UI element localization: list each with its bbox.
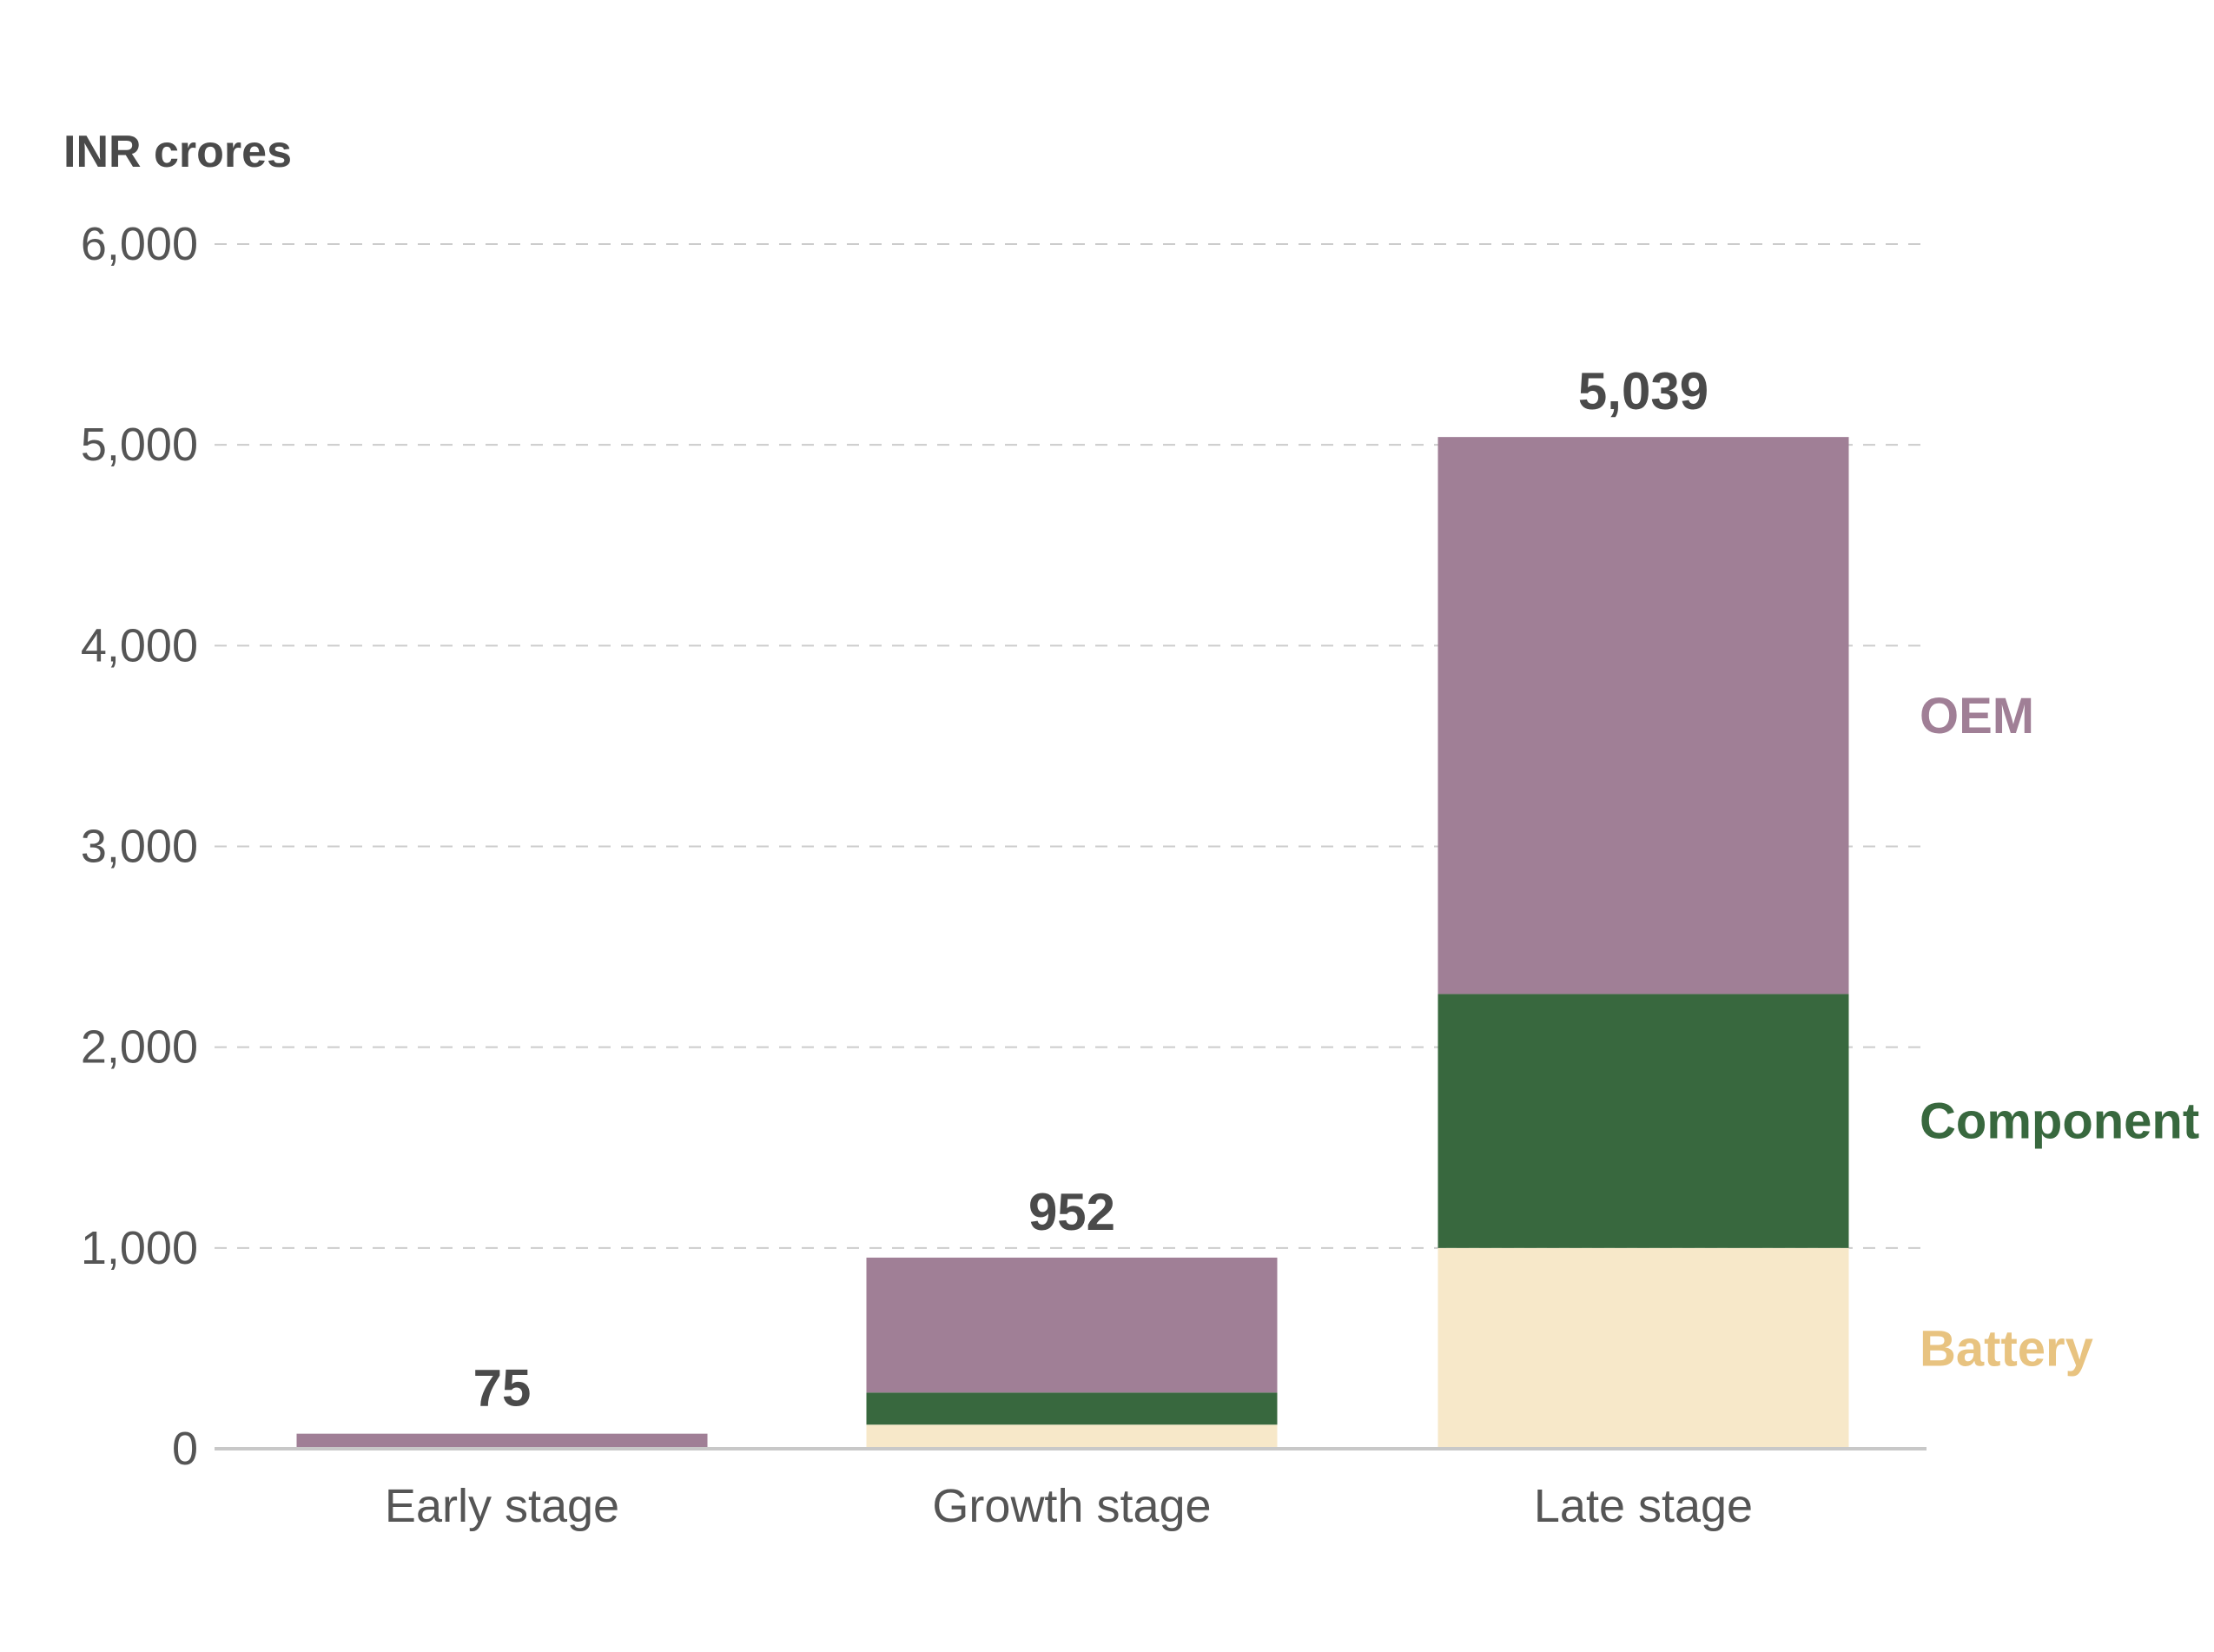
bar-segment-oem — [296, 1433, 708, 1449]
x-axis-category-labels: Early stage Growth stage Late stage — [385, 1480, 1753, 1532]
bars — [296, 437, 1849, 1449]
series-label-component: Component — [1920, 1094, 2199, 1150]
bar-total-label: 5,039 — [1578, 362, 1708, 420]
y-axis-ticks: 0 1,000 2,000 3,000 4,000 5,000 6,000 — [81, 218, 198, 1475]
bar-segment-oem — [1437, 437, 1849, 995]
y-tick-label: 1,000 — [81, 1222, 198, 1274]
y-tick-label: 3,000 — [81, 821, 198, 873]
y-tick-label: 4,000 — [81, 619, 198, 671]
y-tick-label: 6,000 — [81, 218, 198, 270]
series-direct-labels: Battery Component OEM — [1920, 688, 2199, 1378]
y-axis-unit-label: INR crores — [63, 127, 292, 177]
bar-total-labels: 75 952 5,039 — [473, 362, 1708, 1417]
x-category-label: Growth stage — [932, 1480, 1211, 1532]
series-label-battery: Battery — [1920, 1320, 2093, 1377]
bar-total-label: 75 — [473, 1359, 532, 1417]
bar-segment-battery — [1437, 1247, 1849, 1449]
y-tick-label: 5,000 — [81, 419, 198, 471]
y-tick-label: 0 — [172, 1423, 198, 1475]
bar-total-label: 952 — [1028, 1183, 1115, 1241]
y-tick-label: 2,000 — [81, 1021, 198, 1074]
x-category-label: Late stage — [1534, 1480, 1753, 1532]
bar-segment-battery — [866, 1424, 1278, 1449]
bar-segment-component — [1437, 994, 1849, 1248]
bar-segment-component — [866, 1392, 1278, 1425]
bar-segment-oem — [866, 1257, 1278, 1393]
x-category-label: Early stage — [385, 1480, 619, 1532]
series-label-oem: OEM — [1920, 688, 2034, 744]
